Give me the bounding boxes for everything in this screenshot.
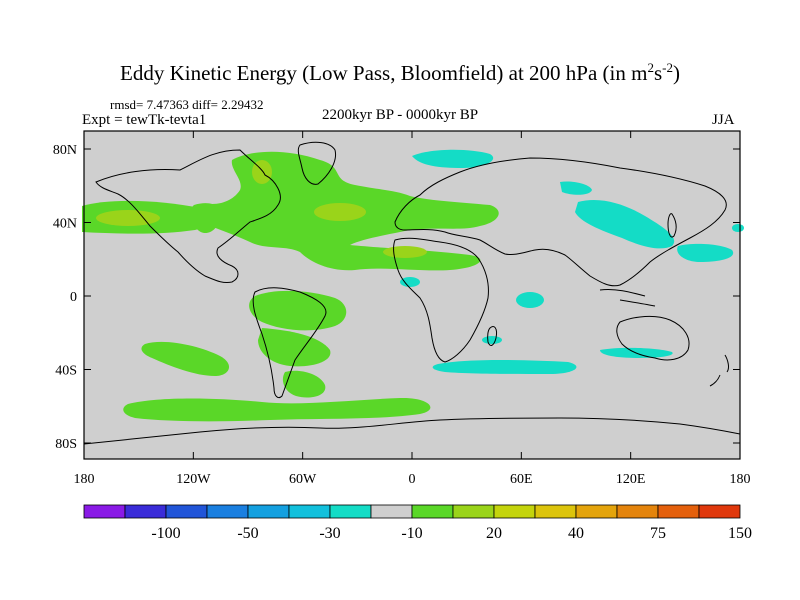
colorbar-label: -10 [401,525,422,542]
colorbar-label: 150 [728,525,752,542]
y-tick-label: 80S [55,437,77,452]
coast-south-america [252,287,327,399]
field-madagascar-spot [482,336,502,344]
field-west-atlantic [190,203,221,234]
field-central-asia [560,181,592,195]
colorbar-box [329,504,372,519]
coast-australia [616,315,690,361]
field-west-pacific [677,243,734,262]
season-label: JJA [712,112,735,128]
field-south-indian [432,360,577,374]
core-north-atlantic [314,203,366,221]
coast-indonesia [599,289,656,307]
field-indian-ocean [516,292,544,308]
colorbar-box [124,504,167,519]
y-tick-label: 40S [55,364,77,379]
coast-antarctica [83,417,741,445]
x-tick-label: 120W [176,472,211,487]
colorbar-box [657,504,700,519]
field-southern-ocean [123,397,431,422]
x-tick-label: 120E [616,472,646,487]
x-tick-label: 180 [730,472,751,487]
period-label: 2200kyr BP - 0000kyr BP [322,107,479,123]
coast-new-zealand [709,354,729,387]
chart-title: Eddy Kinetic Energy (Low Pass, Bloomfiel… [120,60,680,85]
field-south-pacific [141,341,230,376]
x-tick-label: 0 [409,472,416,487]
colorbar-box [698,504,741,519]
colorbar-box [165,504,208,519]
coast-madagascar [487,325,497,346]
field-south-atlantic [258,328,331,367]
coast-europe-asia [394,157,727,287]
colorbar-box [452,504,495,519]
colorbar-label: -100 [151,525,180,542]
y-tick-label: 80N [53,143,77,158]
colorbar-box [575,504,618,519]
experiment-label: Expt = tewTk-tevta1 [82,112,207,128]
anomaly-fields [82,149,744,422]
y-axis: 80N 40N 0 40S 80S [53,143,740,452]
coast-greenland [297,141,337,185]
x-tick-label: 180 [74,472,95,487]
colorbar-box [206,504,249,519]
stats-label: rmsd= 7.47363 diff= 2.29432 [110,97,264,112]
colorbar-box [83,504,126,519]
core-north-pacific [96,210,160,226]
coastlines [83,141,741,445]
coast-africa [393,237,489,363]
colorbar-box [493,504,536,519]
x-tick-label: 60E [510,472,533,487]
coast-japan [667,213,677,238]
colorbar-label: -30 [319,525,340,542]
colorbar-label: -50 [237,525,258,542]
field-sw-atlantic [282,370,326,398]
x-tick-label: 60W [289,472,317,487]
colorbar-box [411,504,454,519]
field-east-pacific-edge [732,224,744,232]
colorbar-label: 75 [650,525,666,542]
colorbar-label: 40 [568,525,584,542]
y-tick-label: 40N [53,217,77,232]
field-east-atlantic-spot [400,277,420,287]
field-east-asia [575,199,675,249]
core-mid-atlantic [383,246,427,258]
y-tick-label: 0 [70,290,77,305]
coast-north-america [95,149,281,283]
colorbar-box [288,504,331,519]
colorbar-label: 20 [486,525,502,542]
colorbar-box [534,504,577,519]
colorbar-box [247,504,290,519]
colorbar-box [370,504,413,519]
field-siberia [412,149,494,168]
colorbar: -100 -50 -30 -10 20 40 75 150 [83,504,752,542]
colorbar-box [616,504,659,519]
x-axis: 180 120W 60W 0 60E 120E 180 [74,131,751,487]
